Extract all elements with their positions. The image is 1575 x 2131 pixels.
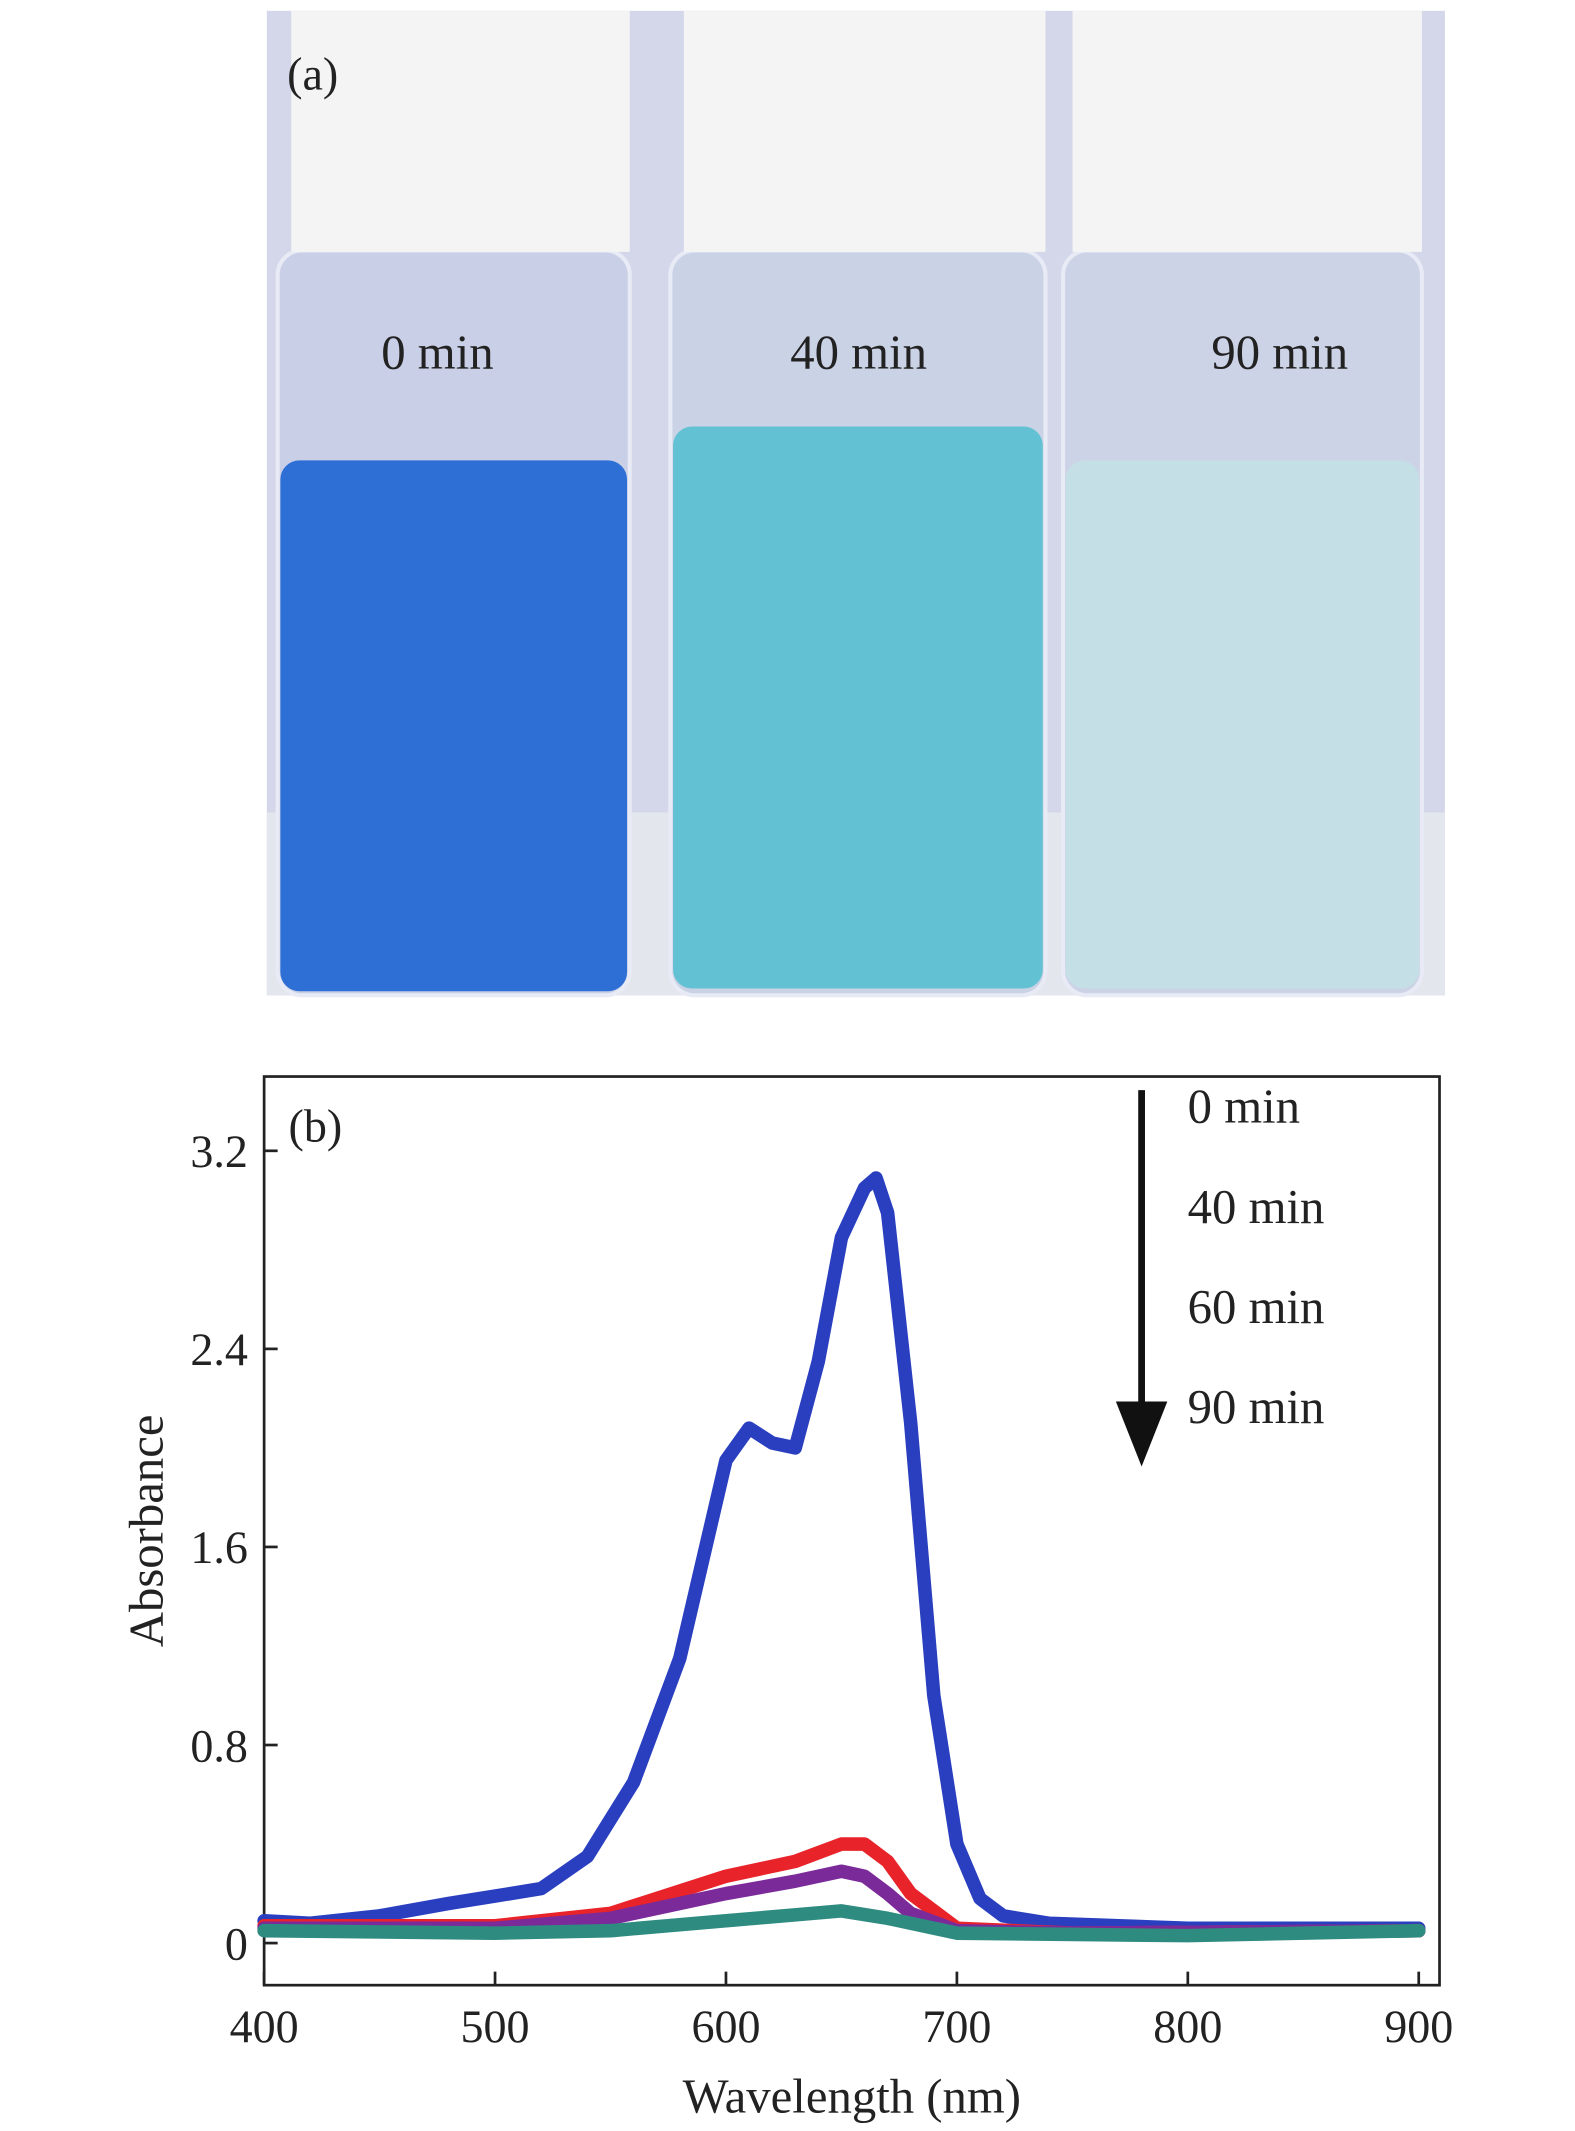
liquid [280, 460, 628, 992]
y-tick-label: 2.4 [190, 1324, 248, 1375]
liquid [673, 426, 1043, 989]
series-line [257, 1171, 1426, 1935]
x-axis-label: Wavelength (nm) [683, 2069, 1021, 2123]
vial-label: 0 min [381, 325, 493, 379]
x-tick-label: 400 [230, 2001, 299, 2052]
x-tick-label: 700 [922, 2001, 991, 2052]
y-tick-label: 0.8 [190, 1720, 248, 1771]
y-tick-label: 0 [225, 1918, 248, 1969]
y-axis-label: Absorbance [120, 1414, 174, 1647]
vial-label: 90 min [1211, 325, 1348, 379]
x-tick-label: 500 [461, 2001, 530, 2052]
legend-label: 0 min [1188, 1080, 1300, 1134]
panel-label: (b) [288, 1101, 342, 1152]
liquid [1065, 460, 1420, 989]
x-tick-label: 800 [1153, 2001, 1222, 2052]
cap [1072, 10, 1422, 252]
chart: 0 0.8 1.6 2.4 3.2 400 500 600 700 800 900 Wavelengt… [120, 1075, 1453, 2123]
y-tick-label: 3.2 [190, 1126, 248, 1177]
panel-label: (a) [287, 48, 338, 99]
series-line [257, 1904, 1426, 1943]
legend-label: 40 min [1188, 1180, 1325, 1234]
photo: (a) 0 min 40 min 90 min [266, 10, 1445, 998]
y-tick-label: 1.6 [190, 1522, 248, 1573]
x-tick-label: 900 [1384, 2001, 1453, 2052]
legend-label: 90 min [1188, 1380, 1325, 1434]
legend-label: 60 min [1188, 1280, 1325, 1334]
plot-frame [262, 1075, 1441, 1987]
vial-label: 40 min [790, 325, 927, 379]
x-tick-label: 600 [691, 2001, 760, 2052]
series-line [257, 1837, 1426, 1940]
cap [683, 10, 1046, 252]
arrow-head [1115, 1401, 1168, 1467]
cap [291, 10, 630, 252]
